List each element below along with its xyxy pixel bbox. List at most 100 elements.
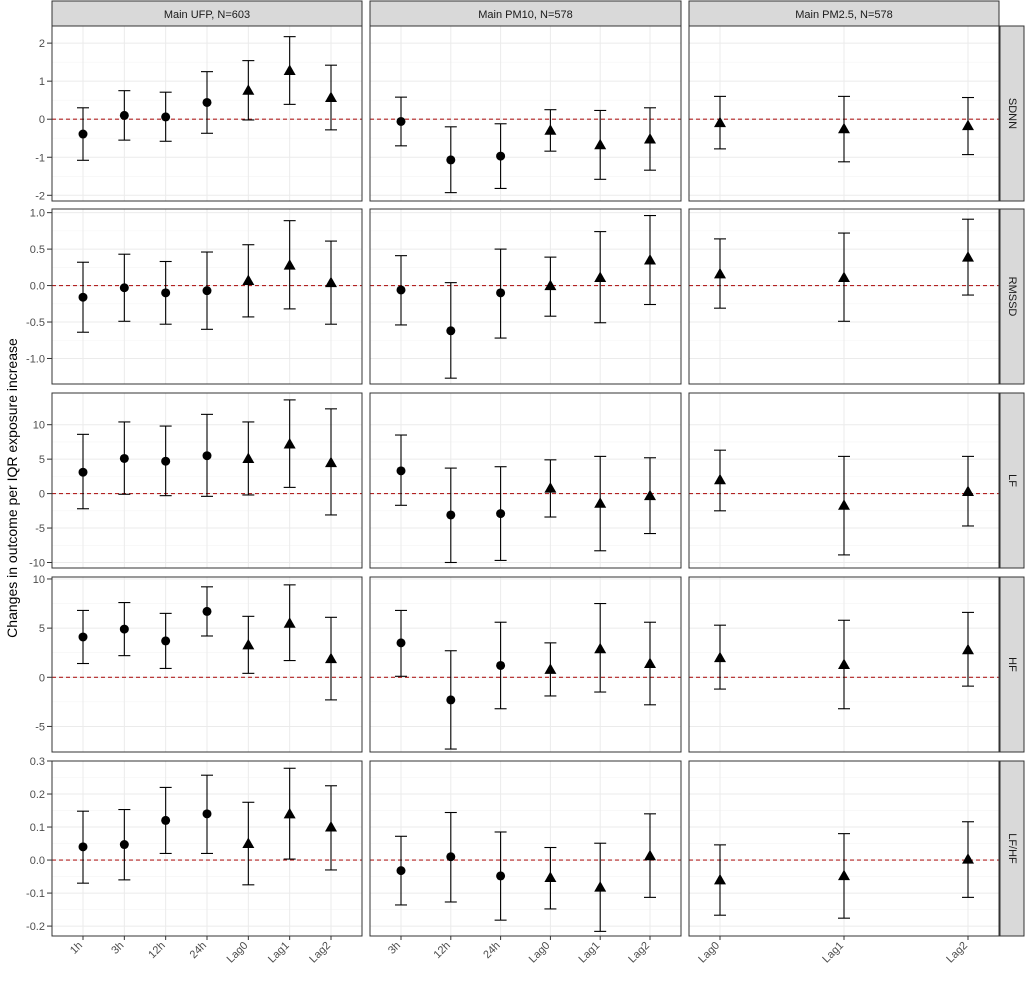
point-estimate-circle <box>161 636 171 646</box>
panel <box>688 392 1000 569</box>
panel <box>51 392 363 569</box>
panel-border <box>51 576 363 753</box>
point-estimate-circle <box>202 606 212 616</box>
x-tick-label: Lag0 <box>225 940 251 966</box>
y-tick-label: -10 <box>29 557 45 569</box>
point-estimate-triangle <box>838 869 850 881</box>
y-tick-label: -1.0 <box>26 353 45 365</box>
point-estimate-circle <box>78 842 88 852</box>
panel-border <box>688 576 1000 753</box>
row-strip-label: RMSSD <box>1006 277 1018 317</box>
y-axis-label: Changes in outcome per IQR exposure incr… <box>4 338 20 638</box>
y-tick-label: -2 <box>35 190 45 202</box>
point-estimate-circle <box>496 151 506 161</box>
panel-border <box>51 208 363 385</box>
point-estimate-circle <box>119 453 129 463</box>
panel <box>51 760 363 937</box>
row-strip-label: HF <box>1006 657 1018 672</box>
panel-border <box>51 25 363 202</box>
y-tick-label: 0.2 <box>30 789 45 801</box>
point-estimate-circle <box>396 285 406 295</box>
row-strip-label: SDNN <box>1006 98 1018 129</box>
column-strip-label: Main PM10, N=578 <box>478 9 572 21</box>
y-tick-label: -0.5 <box>26 317 45 329</box>
point-estimate-triangle <box>242 837 255 849</box>
point-estimate-triangle <box>594 271 607 283</box>
point-estimate-triangle <box>325 91 337 103</box>
x-tick-label: 12h <box>431 940 452 961</box>
y-tick-label: 0 <box>39 114 45 126</box>
panel-background <box>370 393 681 568</box>
point-estimate-triangle <box>544 663 557 674</box>
column-strip <box>688 0 1000 27</box>
panel-border <box>688 208 1000 385</box>
y-tick-label: 10 <box>33 420 45 432</box>
panel-border <box>369 576 682 753</box>
panel <box>51 208 363 385</box>
point-estimate-circle <box>202 286 212 296</box>
row-strip-label: LF/HF <box>1006 833 1018 864</box>
panel <box>51 25 363 202</box>
point-estimate-triangle <box>838 499 850 510</box>
x-tick-label: Lag2 <box>626 940 652 966</box>
point-estimate-triangle <box>644 132 656 144</box>
point-estimate-circle <box>161 112 171 122</box>
panel-background <box>370 761 681 936</box>
point-estimate-circle <box>396 466 406 476</box>
panel <box>688 760 1000 937</box>
column-strip-label: Main UFP, N=603 <box>164 9 250 21</box>
x-tick-label: Lag2 <box>307 940 333 966</box>
point-estimate-triangle <box>544 279 557 291</box>
point-estimate-circle <box>161 288 171 298</box>
point-estimate-circle <box>496 288 506 298</box>
panel <box>688 25 1000 202</box>
point-estimate-triangle <box>644 254 656 265</box>
point-estimate-triangle <box>714 267 726 279</box>
y-tick-label: 0.5 <box>30 244 45 256</box>
point-estimate-triangle <box>242 274 255 285</box>
point-estimate-circle <box>496 871 506 881</box>
y-tick-label: -5 <box>35 721 45 733</box>
point-estimate-triangle <box>283 259 296 270</box>
y-tick-label: 0.3 <box>30 756 45 768</box>
point-estimate-circle <box>78 632 88 642</box>
panel <box>369 392 682 569</box>
point-estimate-triangle <box>283 617 296 628</box>
y-tick-label: 2 <box>39 38 45 50</box>
panel <box>688 576 1000 753</box>
point-estimate-triangle <box>283 64 296 76</box>
point-estimate-triangle <box>644 489 656 501</box>
column-strip <box>369 0 682 27</box>
point-estimate-circle <box>496 509 506 519</box>
y-tick-label: -1 <box>35 152 45 164</box>
point-estimate-triangle <box>594 881 607 892</box>
point-estimate-triangle <box>544 482 557 493</box>
panel-border <box>369 392 682 569</box>
row-strip <box>999 208 1025 385</box>
row-strip <box>999 576 1025 753</box>
panel-border <box>688 25 1000 202</box>
x-tick-label: 24h <box>188 940 209 961</box>
point-estimate-circle <box>78 292 88 302</box>
y-tick-label: -0.1 <box>26 888 45 900</box>
x-tick-label: Lag0 <box>696 940 722 966</box>
x-tick-label: Lag0 <box>527 940 553 966</box>
row-strip <box>999 25 1025 202</box>
panel-background <box>370 577 681 752</box>
column-strip <box>51 0 363 27</box>
point-estimate-circle <box>496 660 506 670</box>
panel <box>688 208 1000 385</box>
point-estimate-triangle <box>714 473 726 485</box>
panel-background <box>370 209 681 384</box>
point-estimate-circle <box>161 815 171 825</box>
point-estimate-circle <box>202 809 212 819</box>
point-estimate-triangle <box>325 821 337 832</box>
panel-border <box>369 760 682 937</box>
point-estimate-circle <box>78 129 88 139</box>
x-tick-label: 12h <box>146 940 167 961</box>
point-estimate-triangle <box>594 138 607 150</box>
point-estimate-triangle <box>962 485 974 497</box>
point-estimate-circle <box>446 852 456 862</box>
point-estimate-triangle <box>962 251 974 262</box>
